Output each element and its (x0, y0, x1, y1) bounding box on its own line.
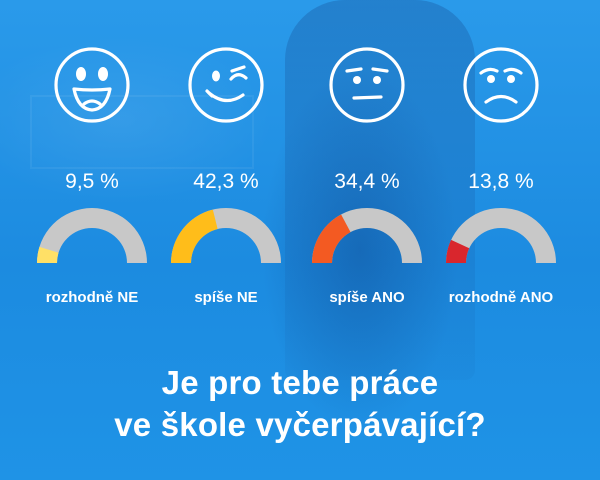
winking-face-icon (188, 47, 264, 123)
gauge-chart: 9,5 % rozhodně NE 42,3 % spíše NE 34,4 % spíš… (37, 47, 556, 306)
gauge-value-arc (37, 246, 59, 263)
question-line-2: ve škole vyčerpávající? (114, 406, 486, 443)
gauge-value-arc (171, 209, 218, 263)
gauge-track (37, 208, 147, 263)
gauge-value-arc (446, 239, 470, 263)
question-line-1: Je pro tebe práce (161, 364, 439, 401)
value-label: 9,5 % (65, 170, 119, 193)
gauge-value-arc (312, 214, 351, 263)
value-label: 42,3 % (193, 170, 258, 193)
background-figure (285, 0, 475, 380)
gauge-track (446, 208, 556, 263)
category-label: spíše ANO (329, 289, 405, 306)
category-label: rozhodně NE (46, 289, 139, 306)
background-board (30, 95, 254, 169)
value-label: 34,4 % (334, 170, 399, 193)
category-label: spíše NE (194, 289, 257, 306)
neutral-face-icon (329, 47, 405, 123)
laughing-face-icon (54, 47, 130, 123)
value-label: 13,8 % (468, 170, 533, 193)
question-title: Je pro tebe práce ve škole vyčerpávající… (0, 362, 600, 446)
category-label: rozhodně ANO (449, 289, 554, 306)
sad-face-icon (463, 47, 539, 123)
